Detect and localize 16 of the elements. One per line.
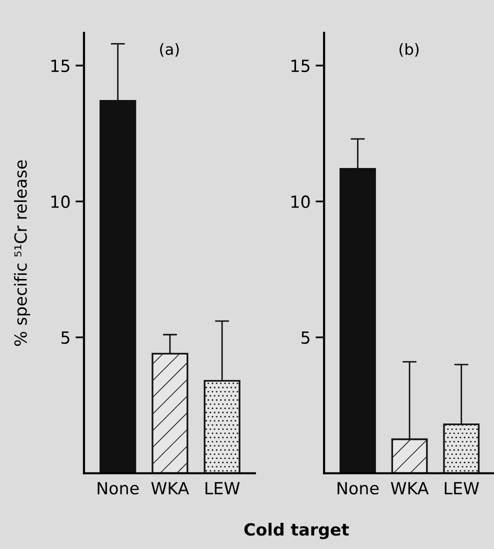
text: (a) bbox=[160, 43, 179, 57]
x-tick-label: LEW bbox=[444, 482, 479, 494]
text: (b) bbox=[400, 43, 419, 57]
x-tick-label: LEW bbox=[206, 482, 240, 494]
x-tick-label: None bbox=[338, 482, 379, 494]
x-axis-title: Cold target bbox=[244, 522, 349, 540]
x-tick-label: WKA bbox=[151, 482, 190, 494]
y-tick-label: 10 bbox=[291, 195, 310, 208]
y-axis-title: % specific ⁵¹Cr release bbox=[14, 160, 30, 346]
y-tick-label: 5 bbox=[302, 332, 310, 344]
y-tick-label: 10 bbox=[51, 195, 70, 208]
y-tick-label: 5 bbox=[61, 332, 70, 344]
x-tick-label: WKA bbox=[390, 482, 429, 494]
y-tick-label: 15 bbox=[51, 60, 70, 72]
x-tick-label: None bbox=[98, 482, 139, 494]
y-tick-label: 15 bbox=[291, 60, 310, 72]
